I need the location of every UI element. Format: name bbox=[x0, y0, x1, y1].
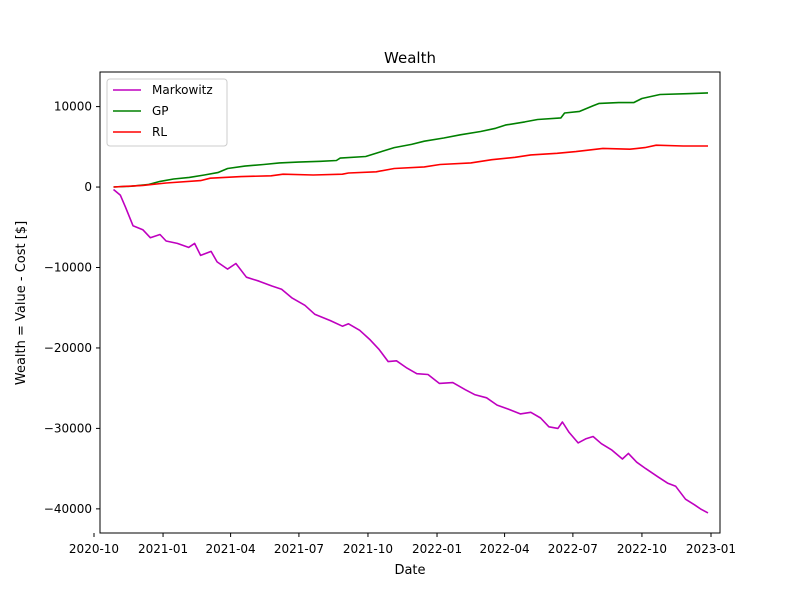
legend-label-markowitz: Markowitz bbox=[152, 83, 213, 97]
legend-label-gp: GP bbox=[152, 104, 169, 118]
y-axis: 10000 0 −10000 −20000 −30000 −40000 bbox=[44, 100, 100, 516]
plot-frame bbox=[99, 71, 721, 534]
x-axis: 2020-10 2021-01 2021-04 2021-07 2021-10 2022-… bbox=[69, 533, 736, 556]
chart-title: Wealth bbox=[384, 49, 436, 67]
y-tick-label: −40000 bbox=[44, 502, 92, 516]
x-tick-label: 2021-07 bbox=[274, 542, 324, 556]
x-tick-label: 2022-10 bbox=[617, 542, 667, 556]
series-line-rl bbox=[113, 144, 708, 188]
legend-label-rl: RL bbox=[152, 125, 167, 139]
y-axis-label: Wealth = Value - Cost [$] bbox=[14, 221, 29, 385]
y-tick-label: −20000 bbox=[44, 341, 92, 355]
y-tick-label: −10000 bbox=[44, 261, 92, 275]
x-axis-label: Date bbox=[394, 563, 425, 578]
x-tick-label: 2021-04 bbox=[206, 542, 256, 556]
y-tick-label: −30000 bbox=[44, 421, 92, 435]
y-tick-label: 0 bbox=[84, 180, 92, 194]
plot-area bbox=[99, 71, 721, 534]
x-tick-label: 2022-04 bbox=[480, 542, 530, 556]
series-line-gp bbox=[113, 92, 709, 188]
x-tick-label: 2022-07 bbox=[548, 542, 598, 556]
series-line-markowitz bbox=[112, 188, 709, 514]
legend: Markowitz GP RL bbox=[106, 78, 228, 147]
x-tick-label: 2021-10 bbox=[343, 542, 393, 556]
x-tick-label: 2022-01 bbox=[412, 542, 462, 556]
x-tick-label: 2020-10 bbox=[69, 542, 119, 556]
x-tick-label: 2021-01 bbox=[138, 542, 188, 556]
x-tick-label: 2023-01 bbox=[686, 542, 736, 556]
y-tick-label: 10000 bbox=[54, 100, 92, 114]
legend-box bbox=[106, 78, 228, 147]
